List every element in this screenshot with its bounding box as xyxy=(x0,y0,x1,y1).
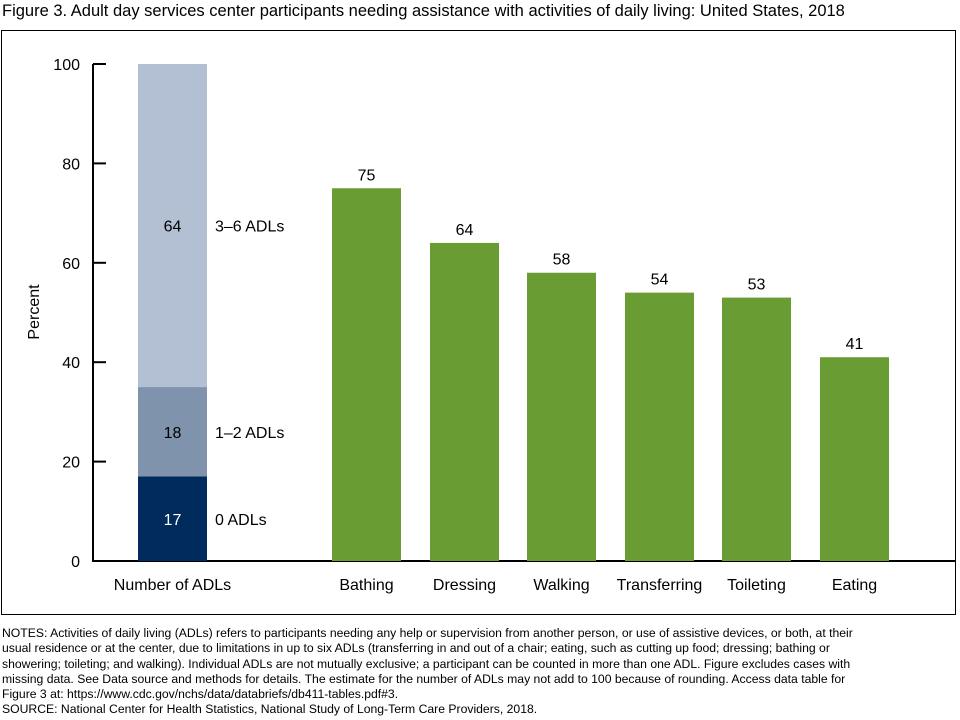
x-tick-label: Eating xyxy=(832,577,877,594)
stacked-segment xyxy=(138,387,207,477)
segment-legend-label: 0 ADLs xyxy=(215,512,267,529)
notes-line: NOTES: Activities of daily living (ADLs)… xyxy=(2,626,853,640)
notes-line: Figure 3 at: https://www.cdc.gov/nchs/da… xyxy=(2,687,399,702)
bar-value-label: 64 xyxy=(456,222,474,239)
x-tick-label: Number of ADLs xyxy=(114,577,231,594)
notes-line: usual residence or at the center, due to… xyxy=(2,641,830,656)
y-axis-label: Percent xyxy=(26,284,43,340)
bar xyxy=(820,357,889,561)
bar-value-label: 58 xyxy=(553,252,571,269)
stacked-segment xyxy=(138,64,207,388)
y-tick-label: 60 xyxy=(62,256,80,273)
bar xyxy=(332,188,401,561)
notes: NOTES: Activities of daily living (ADLs)… xyxy=(2,626,853,718)
chart-frame xyxy=(1,30,956,615)
x-tick-label: Dressing xyxy=(433,577,496,594)
bar-value-label: 41 xyxy=(846,336,864,353)
y-tick-label: 0 xyxy=(71,554,80,571)
segment-value-label: 64 xyxy=(164,219,182,236)
x-tick-label: Walking xyxy=(533,577,589,594)
y-tick-label: 100 xyxy=(53,57,80,74)
bar-value-label: 54 xyxy=(651,272,669,289)
segment-value-label: 17 xyxy=(164,512,182,529)
x-tick-label: Toileting xyxy=(727,577,786,594)
segment-legend-label: 3–6 ADLs xyxy=(215,219,284,236)
notes-line: missing data. See Data source and method… xyxy=(2,671,846,686)
bar xyxy=(430,242,499,562)
bar-value-label: 53 xyxy=(748,277,766,294)
bar xyxy=(527,272,596,561)
y-tick-label: 20 xyxy=(62,455,80,472)
source-note: SOURCE: National Center for Health Stati… xyxy=(2,702,538,717)
bar-value-label: 75 xyxy=(358,167,376,184)
notes-line: showering; toileting; and walking). Indi… xyxy=(2,656,851,671)
x-tick-label: Bathing xyxy=(339,577,393,594)
segment-legend-label: 1–2 ADLs xyxy=(215,425,284,442)
x-tick-label: Transferring xyxy=(617,577,703,594)
chart-title: Figure 3. Adult day services center part… xyxy=(2,2,845,20)
bar xyxy=(625,292,694,561)
segment-value-label: 18 xyxy=(164,425,182,442)
y-tick-label: 80 xyxy=(62,156,80,173)
stacked-segment xyxy=(138,476,207,561)
bar-chart: 0 20 40 60 80 100 Percent 17 0 ADLs 18 1–2 ADLs 64 3… xyxy=(26,57,955,594)
y-tick-label: 40 xyxy=(62,355,80,372)
bar xyxy=(722,297,791,561)
